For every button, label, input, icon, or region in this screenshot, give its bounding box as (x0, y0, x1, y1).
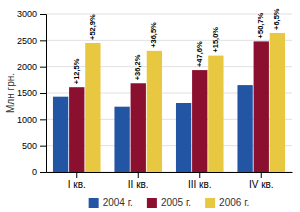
y-tick: 0 (32, 167, 46, 177)
annotations: +12,5% +36,2% +47,6% +50,7% +52,9% +36,5% +15,… (72, 8, 282, 84)
legend-swatch (147, 198, 157, 208)
y-tick: 500 (22, 141, 46, 151)
bar (85, 43, 100, 172)
bar (69, 87, 84, 172)
x-tick-mark (138, 172, 139, 178)
x-tick-mark (199, 172, 200, 178)
grid-line (46, 40, 292, 41)
legend-label: 2004 г. (103, 197, 133, 208)
annotation: +6,5% (272, 8, 281, 30)
bars (53, 33, 285, 172)
legend: 2004 г. 2005 г. 2006 г. (89, 197, 250, 208)
x-tick-label: ІІІ кв. (188, 179, 212, 190)
grid-line (46, 14, 292, 15)
y-tick-label: 1500 (17, 88, 37, 98)
x-tick: І кв. (68, 172, 86, 190)
x-tick-label: І кв. (68, 179, 86, 190)
y-tick-label: 2000 (17, 62, 37, 72)
bar (131, 83, 146, 172)
bar (208, 56, 223, 172)
y-tick: 2000 (17, 62, 46, 72)
annotation: +50,7% (256, 12, 265, 38)
y-axis: 0 500 1000 1500 2000 2500 3000 (17, 9, 47, 177)
bar-series (69, 41, 269, 172)
chart: 0 500 1000 1500 2000 2500 3000 І кв. ІІ кв. ІІІ к… (0, 0, 300, 212)
y-axis-title: Млн грн. (5, 73, 16, 113)
x-tick-label: ІV кв. (249, 179, 274, 190)
x-tick-mark (261, 172, 262, 178)
x-tick-mark (76, 172, 77, 178)
y-tick: 2500 (17, 36, 46, 46)
y-tick: 3000 (17, 9, 46, 19)
bar-series (85, 33, 285, 172)
x-axis: І кв. ІІ кв. ІІІ кв. ІV кв. (47, 172, 293, 190)
annotation: +36,2% (133, 54, 142, 80)
bar (192, 70, 207, 172)
bar (254, 41, 269, 172)
y-tick-mark (40, 119, 46, 120)
annotation: +15,0% (211, 27, 220, 53)
y-tick-label: 1000 (17, 115, 37, 125)
bar (114, 107, 129, 172)
x-axis-line (47, 172, 293, 173)
legend-label: 2005 г. (161, 197, 191, 208)
annotation: +47,6% (195, 41, 204, 67)
y-tick-mark (40, 14, 46, 15)
legend-swatch (205, 198, 215, 208)
y-tick-label: 0 (32, 167, 37, 177)
legend-item: 2006 г. (205, 197, 249, 208)
annotation: +52,9% (88, 14, 97, 40)
y-tick-label: 500 (22, 141, 37, 151)
grid (46, 14, 292, 172)
y-tick-mark (40, 67, 46, 68)
bar (53, 97, 68, 172)
y-tick-mark (40, 146, 46, 147)
y-axis-line (40, 15, 47, 173)
legend-item: 2005 г. (147, 197, 191, 208)
y-tick: 1000 (17, 115, 46, 125)
bar (176, 103, 191, 172)
y-tick-mark (40, 40, 46, 41)
x-tick: ІІ кв. (128, 172, 149, 190)
bar (237, 85, 252, 172)
bar (147, 51, 162, 172)
y-tick-mark (40, 93, 46, 94)
annotation: +36,5% (149, 22, 158, 48)
plot: 0 500 1000 1500 2000 2500 3000 І кв. ІІ кв. ІІІ к… (17, 8, 293, 190)
annotation: +12,5% (72, 58, 81, 84)
x-tick: ІІІ кв. (188, 172, 212, 190)
x-tick-label: ІІ кв. (128, 179, 149, 190)
legend-item: 2004 г. (89, 197, 133, 208)
y-tick-label: 3000 (17, 9, 37, 19)
legend-swatch (89, 198, 99, 208)
legend-label: 2006 г. (219, 197, 249, 208)
bar (270, 33, 285, 172)
y-tick: 1500 (17, 88, 46, 98)
y-tick-label: 2500 (17, 36, 37, 46)
x-tick: ІV кв. (249, 172, 274, 190)
y-tick-mark (40, 172, 46, 173)
